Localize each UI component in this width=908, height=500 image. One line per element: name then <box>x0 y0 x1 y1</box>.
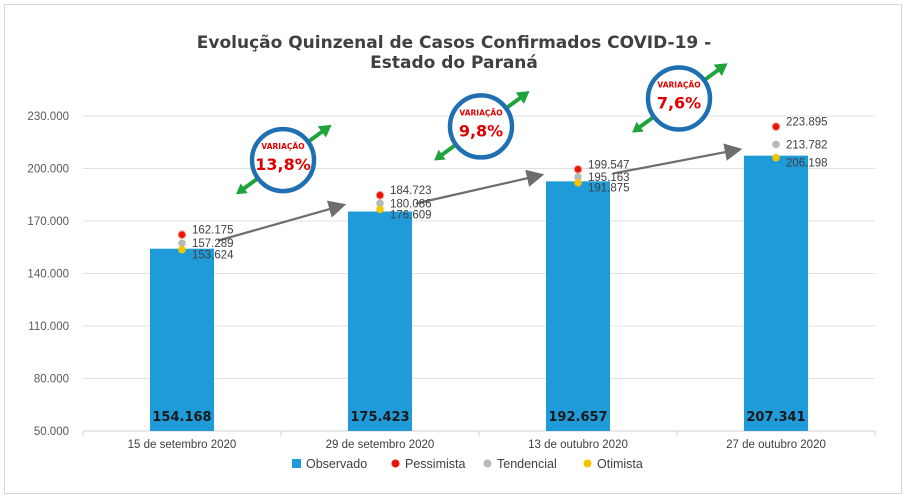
point-tendencial <box>574 173 582 181</box>
legend-swatch <box>292 459 301 468</box>
variation-value: 7,6% <box>657 94 701 113</box>
legend-label: Tendencial <box>497 457 557 471</box>
variation-arrowhead <box>515 91 530 104</box>
variation-arrowhead <box>317 124 332 138</box>
y-tick-label: 50.000 <box>34 426 69 438</box>
chart-title-line: Evolução Quinzenal de Casos Confirmados … <box>197 33 711 53</box>
y-tick-label: 140.000 <box>27 269 69 281</box>
point-label-tendencial: 195.163 <box>588 172 630 184</box>
point-label-otimista: 153.624 <box>192 250 234 262</box>
y-tick-label: 80.000 <box>34 374 69 386</box>
bar-data-label: 154.168 <box>152 410 211 425</box>
legend-label: Pessimista <box>405 457 465 471</box>
point-label-tendencial: 180.086 <box>390 198 432 210</box>
point-label-tendencial: 157.289 <box>192 238 234 250</box>
point-otimista <box>376 205 384 214</box>
variation-arrow-tail <box>236 183 248 195</box>
point-tendencial <box>178 239 186 248</box>
variation-label: VARIAÇÃO <box>261 142 304 151</box>
legend-label: Otimista <box>597 457 643 471</box>
point-pessimista <box>177 230 187 239</box>
trend-arrow <box>613 143 743 175</box>
variation-badge <box>249 126 317 194</box>
y-tick-label: 170.000 <box>27 216 69 228</box>
bar-data-label: 192.657 <box>548 410 607 425</box>
point-pessimista <box>771 122 781 131</box>
point-label-otimista: 176.609 <box>390 209 432 221</box>
point-otimista <box>178 245 186 254</box>
bar-data-label: 175.423 <box>350 410 409 425</box>
bar-observado <box>348 211 412 431</box>
chart-title-line: Estado do Paraná <box>370 53 538 73</box>
point-pessimista <box>375 190 385 200</box>
y-tick-label: 110.000 <box>28 321 69 333</box>
x-tick-label: 29 de setembro 2020 <box>326 439 435 451</box>
x-tick-label: 15 de setembro 2020 <box>128 439 237 451</box>
chart-frame: Evolução Quinzenal de Casos Confirmados … <box>4 4 902 494</box>
point-pessimista <box>573 164 583 174</box>
chart-canvas: Evolução Quinzenal de Casos Confirmados … <box>27 33 876 471</box>
variation-label: VARIAÇÃO <box>459 108 502 117</box>
bar-observado <box>150 248 214 431</box>
point-label-otimista: 206.198 <box>786 158 828 170</box>
bar-observado <box>546 181 610 431</box>
variation-value: 13,8% <box>255 155 311 174</box>
trend-arrow <box>217 200 347 242</box>
point-label-pessimista: 184.723 <box>390 185 432 197</box>
variation-label: VARIAÇÃO <box>657 81 700 90</box>
point-tendencial <box>376 199 384 208</box>
legend-label: Observado <box>306 457 367 471</box>
point-otimista <box>574 178 582 187</box>
point-tendencial <box>772 140 780 149</box>
variation-arrowhead <box>713 63 728 76</box>
legend-swatch <box>483 459 492 468</box>
bar-data-label: 207.341 <box>746 410 805 425</box>
y-tick-label: 200.000 <box>27 164 69 176</box>
variation-badge <box>447 93 515 160</box>
legend-swatch <box>583 459 592 468</box>
variation-arrow-tail <box>632 121 644 133</box>
x-tick-label: 13 de outubro 2020 <box>528 439 628 451</box>
bar-observado <box>744 155 808 431</box>
y-tick-label: 230.000 <box>27 111 69 123</box>
variation-badge <box>645 65 713 132</box>
point-label-pessimista: 223.895 <box>786 117 828 129</box>
point-label-pessimista: 199.547 <box>588 159 630 171</box>
trend-arrow <box>415 169 545 205</box>
variation-value: 9,8% <box>459 121 503 140</box>
variation-arrow-tail <box>434 149 446 161</box>
point-otimista <box>772 153 780 162</box>
point-label-otimista: 191.875 <box>588 183 630 195</box>
point-label-pessimista: 162.175 <box>192 225 234 237</box>
point-label-tendencial: 213.782 <box>786 139 828 151</box>
x-tick-label: 27 de outubro 2020 <box>726 439 826 451</box>
legend-swatch <box>391 459 400 468</box>
